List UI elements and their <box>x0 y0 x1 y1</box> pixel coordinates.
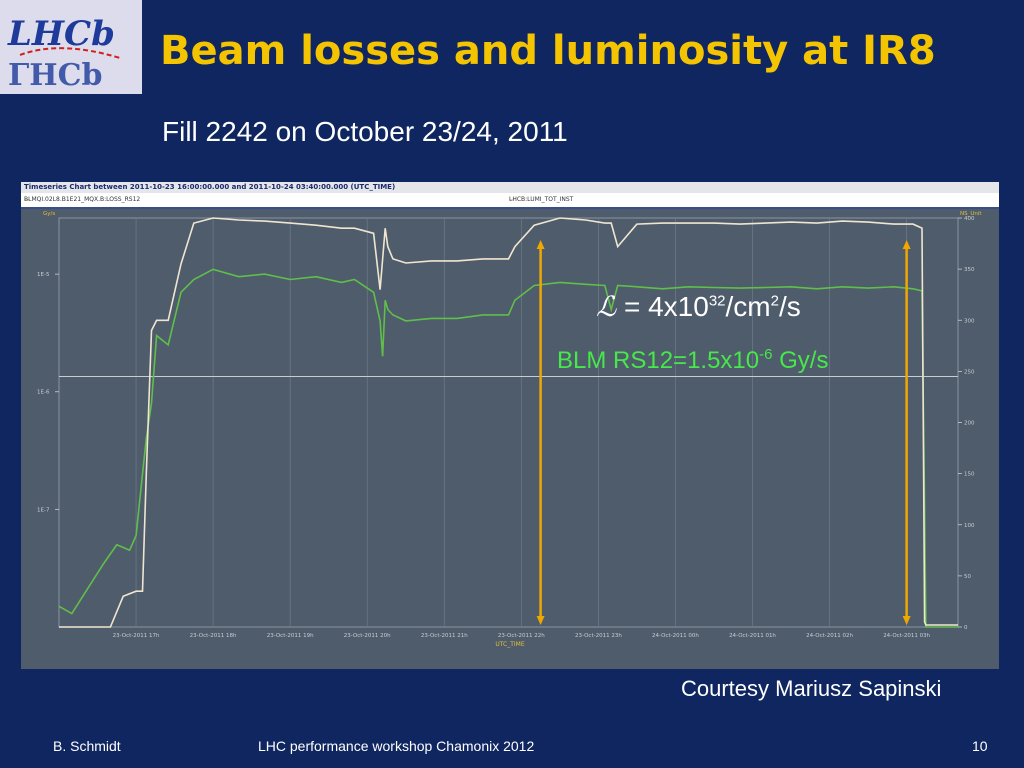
y-right-tick-label: 100 <box>964 523 975 529</box>
y-right-axis-label: NS_Unit <box>960 211 982 217</box>
x-axis-label: UTC_TIME <box>495 641 525 648</box>
y-left-tick-label: 1E-5 <box>37 272 50 278</box>
y-left-axis-label: Gy/s <box>43 211 55 217</box>
y-left-tick-label: 1E-7 <box>37 507 50 513</box>
x-tick-label: 23-Oct-2011 23h <box>575 633 622 639</box>
luminosity-annotation: ℒ = 4x1032/cm2/s <box>596 290 801 323</box>
y-right-tick-label: 50 <box>964 574 971 580</box>
timeseries-chart: 23-Oct-2011 17h 23-Oct-2011 18h 23-Oct-201… <box>21 182 999 669</box>
y-right-tick-label: 350 <box>964 267 975 273</box>
x-tick-label: 24-Oct-2011 02h <box>806 633 853 639</box>
x-tick-label: 23-Oct-2011 20h <box>344 633 391 639</box>
y-right-tick-label: 400 <box>964 216 975 222</box>
footer-author: B. Schmidt <box>53 738 121 754</box>
series-line-blm <box>58 268 958 628</box>
marker-arrowhead-top-1 <box>536 240 545 249</box>
y-right-tick-label: 150 <box>964 472 975 478</box>
marker-arrowhead-bottom-1 <box>536 616 545 625</box>
y-right-tick-label: 0 <box>964 625 968 631</box>
x-tick-label: 23-Oct-2011 17h <box>113 633 160 639</box>
x-tick-label: 24-Oct-2011 01h <box>729 633 776 639</box>
x-tick-label: 23-Oct-2011 21h <box>421 633 468 639</box>
plot-area <box>58 217 959 628</box>
x-tick-label: 23-Oct-2011 22h <box>498 633 545 639</box>
x-tick-label: 23-Oct-2011 18h <box>190 633 237 639</box>
x-tick-label: 24-Oct-2011 03h <box>883 633 930 639</box>
blm-annotation: BLM RS12=1.5x10-6 Gy/s <box>557 346 829 374</box>
lhcb-logo: LHCb ΓHCb <box>0 0 142 94</box>
series-line-lumi <box>59 217 958 628</box>
x-tick-label: 24-Oct-2011 00h <box>652 633 699 639</box>
y-right-tick-label: 200 <box>964 421 975 427</box>
y-right-tick-label: 300 <box>964 318 975 324</box>
marker-arrowhead-top-2 <box>902 240 911 249</box>
page-subtitle: Fill 2242 on October 23/24, 2011 <box>162 116 568 147</box>
y-right-tick-label: 250 <box>964 369 975 375</box>
page-number: 10 <box>972 738 988 754</box>
chart-svg: 23-Oct-2011 17h 23-Oct-2011 18h 23-Oct-201… <box>37 211 982 648</box>
logo-text-bottom: ΓHCb <box>8 58 103 93</box>
courtesy-note: Courtesy Mariusz Sapinski <box>681 676 942 701</box>
y-left-tick-label: 1E-6 <box>37 390 50 396</box>
chart-title: Timeseries Chart between 2011-10-23 16:0… <box>21 182 999 193</box>
x-tick-label: 23-Oct-2011 19h <box>267 633 314 639</box>
chart-legend: — BLMQI.02L8.B1E21_MQX.B:LOSS_RS12 — LHC… <box>21 193 999 209</box>
footer-event: LHC performance workshop Chamonix 2012 <box>258 738 535 754</box>
marker-arrowhead-bottom-2 <box>902 616 911 625</box>
page-title: Beam losses and luminosity at IR8 <box>160 28 936 74</box>
